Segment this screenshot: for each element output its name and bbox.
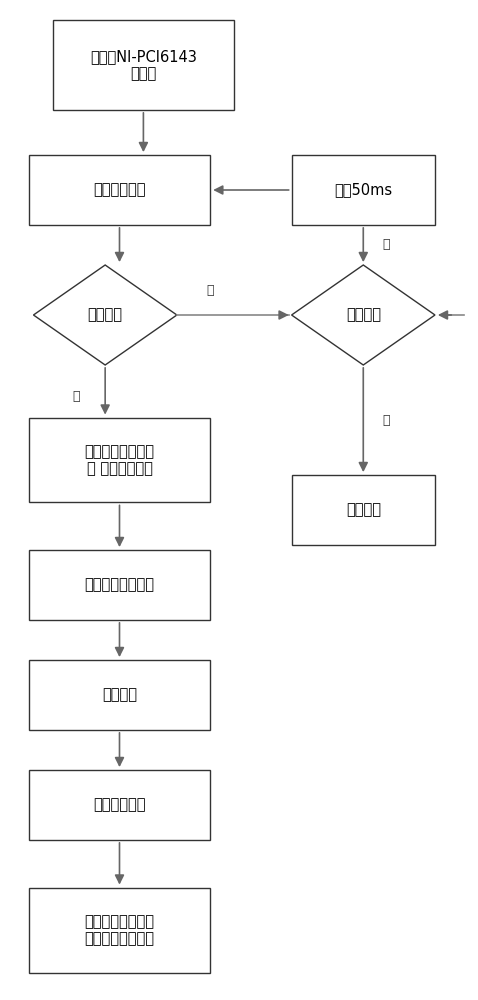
Text: 否: 否 — [382, 238, 390, 251]
Text: 是否退出: 是否退出 — [346, 308, 381, 322]
Text: 计算温度系数: 计算温度系数 — [93, 798, 146, 812]
Polygon shape — [33, 265, 177, 365]
FancyBboxPatch shape — [292, 155, 435, 225]
FancyBboxPatch shape — [29, 888, 210, 972]
FancyBboxPatch shape — [29, 418, 210, 502]
Text: 否: 否 — [206, 284, 214, 297]
Text: 初始化NI-PCI6143
采集卡: 初始化NI-PCI6143 采集卡 — [90, 49, 197, 81]
FancyBboxPatch shape — [53, 20, 234, 110]
FancyBboxPatch shape — [29, 155, 210, 225]
Text: 是: 是 — [73, 390, 80, 403]
Text: 开始测试: 开始测试 — [87, 308, 123, 322]
Polygon shape — [292, 265, 435, 365]
Text: 配置测试参数: 配置测试参数 — [93, 182, 146, 198]
Text: 退出运行: 退出运行 — [346, 502, 381, 518]
Text: 拟合曲线: 拟合曲线 — [102, 688, 137, 702]
FancyBboxPatch shape — [292, 475, 435, 545]
Text: 是: 是 — [382, 414, 390, 426]
Text: 生成文件存储数据: 生成文件存储数据 — [85, 578, 154, 592]
Text: 自然降温曲线拟合
法 开始数据采集: 自然降温曲线拟合 法 开始数据采集 — [85, 444, 154, 476]
Text: 与已知曲线比较运
算并显示测试结果: 与已知曲线比较运 算并显示测试结果 — [85, 914, 154, 946]
FancyBboxPatch shape — [29, 660, 210, 730]
FancyBboxPatch shape — [29, 770, 210, 840]
Text: 延时50ms: 延时50ms — [334, 182, 392, 198]
FancyBboxPatch shape — [29, 550, 210, 620]
